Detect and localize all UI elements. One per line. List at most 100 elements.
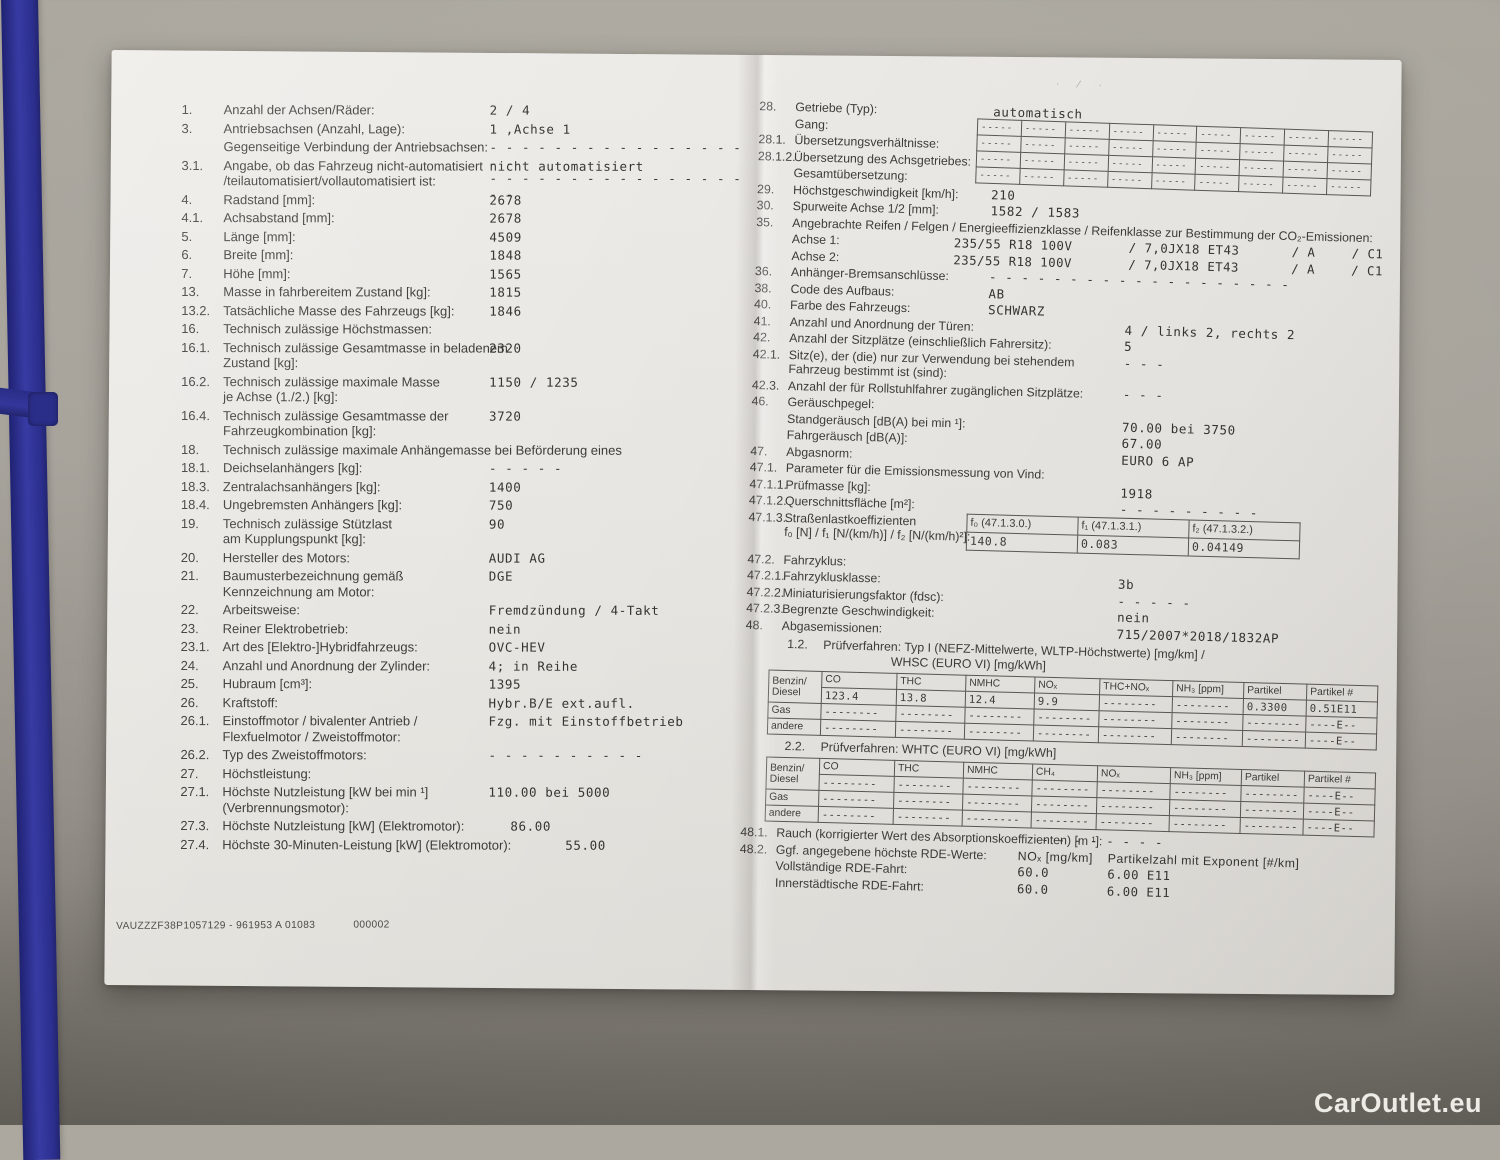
fuel-row-header: Gas <box>767 702 822 720</box>
row-number: 30. <box>756 198 775 213</box>
emis-value-cell: ----E-- <box>1303 787 1376 805</box>
row-label: Höhe [mm]: <box>223 265 291 281</box>
gear-ratio-cell: ----- <box>1064 121 1110 140</box>
spec-row: 1. Anzahl der Achsen/Räder: 2 / 4 <box>112 102 757 119</box>
gear-ratio-cell: ----- <box>1108 139 1153 157</box>
fuel-row-header-top: Benzin/ <box>772 675 807 688</box>
emis-value-cell: -------- <box>1033 724 1099 743</box>
gear-ratio-cell: ----- <box>1326 178 1371 197</box>
emis-value-cell: -------- <box>1171 728 1243 747</box>
row-number: 38. <box>754 280 772 295</box>
gear-ratio-cell: ----- <box>1151 172 1196 191</box>
emis-value-cell: -------- <box>962 810 1032 828</box>
spec-row: 18.1. Deichselanhängers [kg]: - - - - - <box>111 460 756 477</box>
row-value: AUDI AG <box>488 550 546 566</box>
caroutlet-watermark: CarOutlet.eu <box>1313 1088 1482 1118</box>
emis-value-cell: -------- <box>1169 799 1241 818</box>
row-label: Höchste 30-Minuten-Leistung [kW] (Elektr… <box>222 836 512 853</box>
row-label: Sitz(e), der (die) nur zur Verwendung be… <box>788 347 1075 381</box>
spec-row: 23. Reiner Elektrobetrieb: nein <box>111 620 756 637</box>
gear-ratio-cell: ----- <box>1195 142 1241 160</box>
row-label: Prüfmasse [kg]: <box>785 477 872 494</box>
row-number: 6. <box>181 247 193 263</box>
fuel-row-header: andere <box>765 805 819 823</box>
emis-value-cell: -------- <box>893 792 963 811</box>
tire-value-p1: 235/55 R18 100V <box>953 252 1073 270</box>
rde-particle-value: 6.00 E11 <box>1107 867 1171 884</box>
fuel-row-header: andere <box>767 718 821 736</box>
row-label: Technisch zulässige maximale Masse je Ac… <box>223 373 440 405</box>
emis-value-cell: -------- <box>1171 712 1244 731</box>
row-label: Breite [mm]: <box>223 247 294 263</box>
gear-ratio-cell: ----- <box>1240 127 1285 146</box>
row-value: AB <box>988 285 1005 302</box>
vin-footer: VAUZZZF38P1057129 - 961953 A 01083 000002 <box>116 919 390 931</box>
row-label: Code des Aufbaus: <box>790 281 895 299</box>
row-label: Technisch zulässige Gesamtmasse der Fahr… <box>223 407 449 439</box>
row-label: Fahrgeräusch [dB(A)]: <box>786 427 908 446</box>
row-label: Abgasemissionen: <box>781 618 883 635</box>
gear-ratio-cell: ----- <box>1327 162 1372 181</box>
row-value: 210 <box>990 186 1016 203</box>
spec-row: 18. Technisch zulässige maximale Anhängem… <box>111 441 756 458</box>
row-number: 13. <box>181 284 200 300</box>
row-label: Anzahl der Achsen/Räder: <box>223 102 375 118</box>
row-value: OVC-HEV <box>488 639 546 655</box>
row-value: - - - - - <box>488 460 563 476</box>
row-value: 1 ,Achse 1 <box>489 121 571 137</box>
row-number: 29. <box>756 181 775 197</box>
gear-ratio-cell: ----- <box>977 118 1022 137</box>
emis-value-cell: -------- <box>1242 714 1307 733</box>
row-value: EURO 6 AP <box>1121 452 1195 470</box>
emis-value-cell: -------- <box>893 808 963 827</box>
gear-ratio-table: ----- ----- ----- ----- ----- ----- ----- -----… <box>975 118 1373 197</box>
emis-value-cell: -------- <box>1096 813 1170 832</box>
row-label: Ungebremsten Anhängers [kg]: <box>222 497 403 513</box>
emis-value-cell: -------- <box>962 794 1032 812</box>
emis-value-cell: -------- <box>1031 779 1098 798</box>
gear-ratio-cell: ----- <box>1020 136 1065 154</box>
emissions-table-nefz-wltp: Benzin/Diesel CO THC NMHC NOₓ THC+NOₓ NH₃ [ppm… <box>767 670 1378 751</box>
gear-ratio-cell: ----- <box>1328 130 1373 149</box>
spec-row: 6. Breite [mm]: 1848 <box>111 247 756 264</box>
row-label: Hersteller des Motors: <box>222 549 350 565</box>
row-label: Deichselanhängers [kg]: <box>222 460 363 476</box>
spec-row: 27.3. Höchste Nutzleistung [kW] (Elektrom… <box>110 818 755 835</box>
emis-column-header: Partikel # <box>1306 684 1378 702</box>
row-number: 21. <box>180 568 199 584</box>
spec-row: 18.4. Ungebremsten Anhängers [kg]: 750 <box>111 497 756 514</box>
row-label: Höchstgeschwindigkeit [km/h]: <box>792 182 959 201</box>
emis-column-header: NH₃ [ppm] <box>1172 680 1244 699</box>
row-label: Gegenseitige Verbindung der Antriebsachs… <box>223 139 489 155</box>
gear-ratio-cell: ----- <box>1282 177 1328 195</box>
row-value: 1848 <box>489 247 522 263</box>
row-label: Innerstädtische RDE-Fahrt: <box>774 875 925 894</box>
emis-value-cell: 0.3300 <box>1243 698 1307 717</box>
fuel-row-header: Benzin/Diesel <box>765 757 820 791</box>
emis-value-cell: ----E-- <box>1303 803 1375 821</box>
rde-col1-header: NOₓ [mg/km] <box>1017 848 1094 865</box>
row-number: 47.1.2. <box>748 492 787 508</box>
emis-value-cell: -------- <box>895 721 965 740</box>
row-label: Vollständige RDE-Fahrt: <box>775 858 908 877</box>
emis-value-cell: -------- <box>1239 817 1304 836</box>
row-label: Fahrzyklus: <box>783 552 847 569</box>
emis-value-cell: -------- <box>962 778 1033 796</box>
row-value: - - - - - - - - - - <box>488 747 643 763</box>
emis-column-header: NH₃ [ppm] <box>1170 767 1242 786</box>
row-value: 3b <box>1117 576 1135 593</box>
row-value: - - - - - - - - <box>1041 831 1164 850</box>
row-number: 47.1.3. <box>748 509 787 525</box>
spec-row: 13. Masse in fahrbereitem Zustand [kg]: 18… <box>111 284 756 301</box>
emis-column-header: CH₄ <box>1032 763 1098 782</box>
row-label: Begrenzte Geschwindigkeit: <box>781 601 935 620</box>
spec-row: 13.2. Tatsächliche Masse des Fahrzeugs [k… <box>111 302 756 319</box>
emis-value-cell: -------- <box>1242 730 1306 749</box>
right-page-rows: 28. Getriebe (Typ): automatisch Gang: 28.1. Ü… <box>735 99 1401 908</box>
emis-value-cell: -------- <box>1099 694 1173 713</box>
emis-value-cell: -------- <box>1096 797 1170 816</box>
emis-value-cell: -------- <box>1031 811 1097 830</box>
tire-value-p4: / C1 <box>1351 246 1384 262</box>
fuel-row-header: Gas <box>765 789 819 807</box>
row-number: 26.2. <box>180 747 210 763</box>
